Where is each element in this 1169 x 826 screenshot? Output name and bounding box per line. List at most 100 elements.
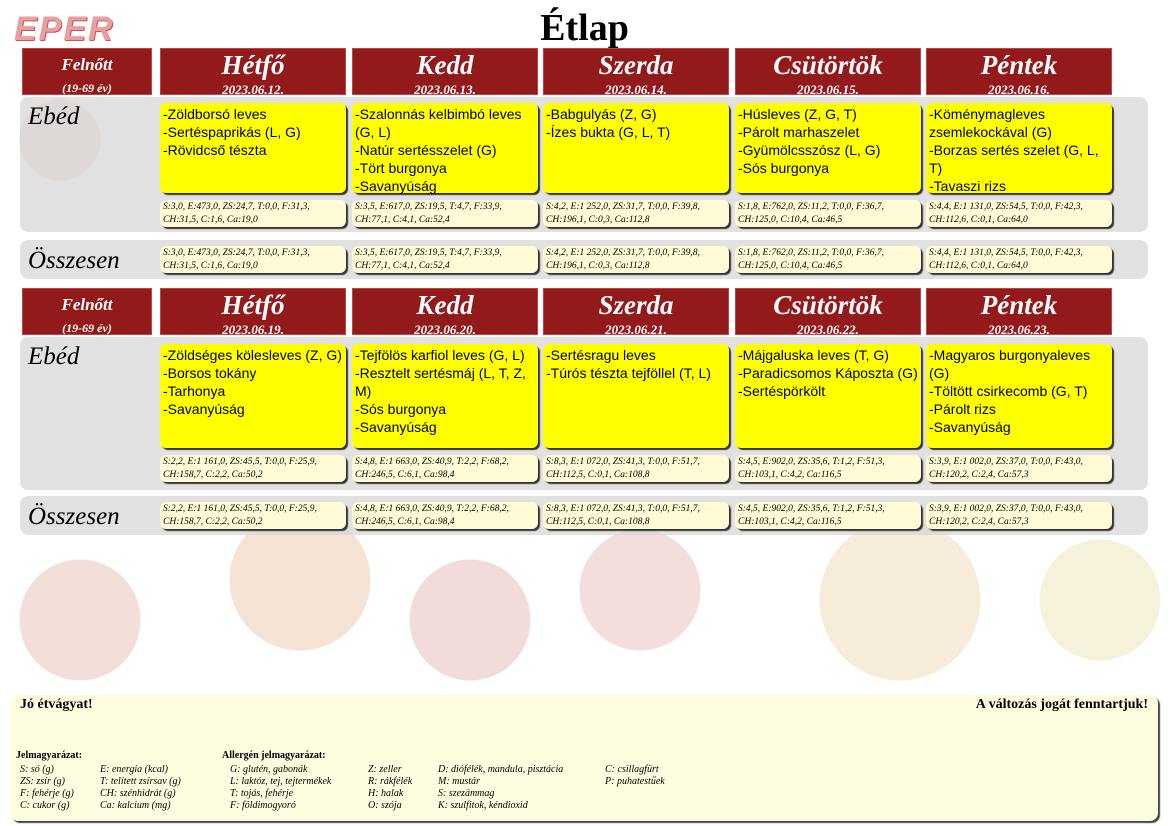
nutrition-line: CH:31,5, C:1,6, Ca:19,0	[163, 215, 258, 225]
nutrition-line: CH:112,6, C:0,1, Ca:64,0	[929, 215, 1028, 225]
day-header: Péntek 2023.06.16.	[926, 48, 1112, 97]
menu-item: -Tört burgonya	[355, 160, 447, 176]
menu-item: -Köménymagleves	[929, 106, 1045, 122]
total-line: S:4,8, E:1 663,0, ZS:40,9, T:2,2, F:68,2…	[355, 504, 509, 514]
menu-item: -Sós burgonya	[355, 401, 447, 417]
total-line: CH:31,5, C:1,6, Ca:19,0	[163, 261, 258, 271]
day-name: Péntek	[980, 50, 1058, 80]
day-name: Kedd	[416, 290, 474, 320]
menu-box: -Tejfölös karfiol leves (G, L) -Resztelt …	[352, 344, 538, 448]
total-line: S:4,5, E:902,0, ZS:35,6, T:1,2, F:51,3,	[738, 504, 885, 514]
total-label: Összesen	[28, 503, 120, 530]
day-date: 2023.06.14.	[605, 82, 667, 97]
total-line: CH:103,1, C:4,2, Ca:116,5	[738, 517, 842, 527]
legend-item: T: telített zsírsav (g)	[100, 776, 181, 787]
day-date: 2023.06.21.	[605, 322, 667, 337]
total-line: S:8,3, E:1 072,0, ZS:41,3, T:0,0, F:51,7…	[546, 504, 700, 514]
allergen-item: M: mustár	[438, 776, 480, 787]
menu-item: -Zöldséges kölesleves (Z, G)	[163, 347, 342, 363]
audience-age: (19-69 év)	[62, 81, 112, 95]
legend-item: S: só (g)	[20, 764, 54, 775]
nutrition-box: S:2,2, E:1 161,0, ZS:45,5, T:0,0, F:25,9…	[160, 455, 346, 482]
total-line: CH:77,1, C:4,1, Ca:52,4	[355, 261, 450, 271]
day-name: Hétfő	[221, 50, 285, 80]
nutrition-line: CH:125,0, C:10,4, Ca:46,5	[738, 215, 843, 225]
menu-item: -Sertésragu leves	[546, 347, 656, 363]
nutrition-box: S:3,9, E:1 002,0, ZS:37,0, T:0,0, F:43,0…	[926, 455, 1112, 482]
nutrition-box: S:3,5, E:617,0, ZS:19,5, T:4,7, F:33,9, C…	[352, 200, 538, 227]
menu-item: -Ízes bukta (G, L, T)	[546, 124, 671, 140]
allergen-item: K: szulfitok, kéndioxid	[438, 800, 528, 811]
nutrition-line: CH:158,7, C:2,2, Ca:50,2	[163, 470, 263, 480]
menu-item: -Húsleves (Z, G, T)	[738, 106, 857, 122]
legend-title: Jelmagyarázat:	[16, 750, 82, 761]
nutrition-box: S:4,2, E:1 252,0, ZS:31,7, T:0,0, F:39,8…	[543, 200, 729, 227]
allergen-item: L: laktóz, tej, tejtermékek	[230, 776, 332, 787]
allergen-item: P: puhatestűek	[605, 776, 665, 787]
menu-item: zsemlekockával (G)	[929, 124, 1052, 140]
menu-box: -Sertésragu leves -Túrós tészta tejföllel…	[543, 344, 729, 448]
nutrition-line: S:3,0, E:473,0, ZS:24,7, T:0,0, F:31,3,	[163, 202, 310, 212]
menu-item: -Gyümölcsszósz (L, G)	[738, 142, 881, 158]
menu-item: -Tavaszi rizs	[929, 178, 1007, 194]
nutrition-line: S:4,5, E:902,0, ZS:35,6, T:1,2, F:51,3,	[738, 457, 885, 467]
legend-column: S: só (g) ZS: zsír (g) F: fehérje (g) C: cu…	[20, 764, 74, 812]
legend-item: E: energia (kcal)	[100, 764, 168, 775]
legend-item: Ca: kalcium (mg)	[100, 800, 171, 811]
nutrition-line: CH:103,1, C:4,2, Ca:116,5	[738, 470, 842, 480]
nutrition-box: S:4,4, E:1 131,0, ZS:54,5, T:0,0, F:42,3…	[926, 200, 1112, 227]
day-name: Péntek	[980, 290, 1058, 320]
day-date: 2023.06.20.	[414, 322, 476, 337]
total-line: S:4,4, E:1 131,0, ZS:54,5, T:0,0, F:42,3…	[929, 248, 1083, 258]
allergen-column: G: glutén, gabonák L: laktóz, tej, tejter…	[230, 764, 331, 812]
menu-item: -Túrós tészta tejföllel (T, L)	[546, 365, 711, 381]
allergen-item: H: halak	[368, 788, 404, 799]
total-line: CH:246,5, C:6,1, Ca:98,4	[355, 517, 455, 527]
audience-label: Felnőtt	[61, 55, 113, 74]
total-line: CH:196,1, C:0,3, Ca:112,8	[546, 261, 650, 271]
audience-label: Felnőtt	[61, 295, 113, 314]
allergen-heading: Allergén jelmagyarázat:	[222, 750, 326, 761]
allergen-item: O: szója	[368, 800, 402, 811]
total-line: CH:112,6, C:0,1, Ca:64,0	[929, 261, 1028, 271]
total-line: S:3,9, E:1 002,0, ZS:37,0, T:0,0, F:43,0…	[929, 504, 1083, 514]
audience-header: Felnőtt (19-69 év)	[22, 48, 152, 95]
day-date: 2023.06.19.	[222, 322, 284, 337]
total-nutrition-box: S:4,4, E:1 131,0, ZS:54,5, T:0,0, F:42,3…	[926, 246, 1112, 273]
day-header: Hétfő 2023.06.19.	[160, 288, 346, 337]
day-header: Péntek 2023.06.23.	[926, 288, 1112, 337]
total-line: CH:112,5, C:0,1, Ca:108,8	[546, 517, 650, 527]
nutrition-box: S:3,0, E:473,0, ZS:24,7, T:0,0, F:31,3, C…	[160, 200, 346, 227]
total-nutrition-box: S:4,2, E:1 252,0, ZS:31,7, T:0,0, F:39,8…	[543, 246, 729, 273]
menu-item: -Babgulyás (Z, G)	[546, 106, 657, 122]
day-name: Szerda	[598, 50, 674, 80]
nutrition-line: CH:246,5, C:6,1, Ca:98,4	[355, 470, 455, 480]
change-notice: A változás jogát fenntartjuk!	[975, 697, 1148, 712]
menu-item: -Savanyúság	[355, 178, 437, 194]
nutrition-line: S:8,3, E:1 072,0, ZS:41,3, T:0,0, F:51,7…	[546, 457, 700, 467]
menu-item: -Tarhonya	[163, 383, 226, 399]
day-header: Hétfő 2023.06.12.	[160, 48, 346, 97]
day-header: Kedd 2023.06.20.	[352, 288, 538, 337]
allergen-item: Z: zeller	[368, 764, 402, 775]
menu-box: -Babgulyás (Z, G) -Ízes bukta (G, L, T)	[543, 103, 729, 193]
lunch-label: Ebéd	[28, 343, 80, 370]
legend-item: C: cukor (g)	[20, 800, 70, 811]
day-date: 2023.06.12.	[222, 82, 284, 97]
menu-item: -Natúr sertésszelet (G)	[355, 142, 497, 158]
total-nutrition-box: S:3,9, E:1 002,0, ZS:37,0, T:0,0, F:43,0…	[926, 502, 1112, 529]
menu-item: -Szalonnás kelbimbó leves	[355, 106, 522, 122]
nutrition-box: S:8,3, E:1 072,0, ZS:41,3, T:0,0, F:51,7…	[543, 455, 729, 482]
allergen-item: G: glutén, gabonák	[230, 764, 308, 775]
legend-item: CH: szénhidrát (g)	[100, 788, 176, 799]
total-line: S:1,8, E:762,0, ZS:11,2, T:0,0, F:36,7,	[738, 248, 885, 258]
day-date: 2023.06.16.	[988, 82, 1050, 97]
day-header: Kedd 2023.06.13.	[352, 48, 538, 97]
day-header: Csütörtök 2023.06.22.	[735, 288, 921, 337]
menu-item: -Resztelt sertésmáj (L, T, Z,	[355, 365, 526, 381]
menu-box: -Köménymagleves zsemlekockával (G) -Borzas…	[926, 103, 1112, 194]
total-line: CH:125,0, C:10,4, Ca:46,5	[738, 261, 843, 271]
menu-item: -Rövidcső tészta	[163, 142, 267, 158]
total-nutrition-box: S:4,8, E:1 663,0, ZS:40,9, T:2,2, F:68,2…	[352, 502, 538, 529]
menu-item: -Májgaluska leves (T, G)	[738, 347, 889, 363]
